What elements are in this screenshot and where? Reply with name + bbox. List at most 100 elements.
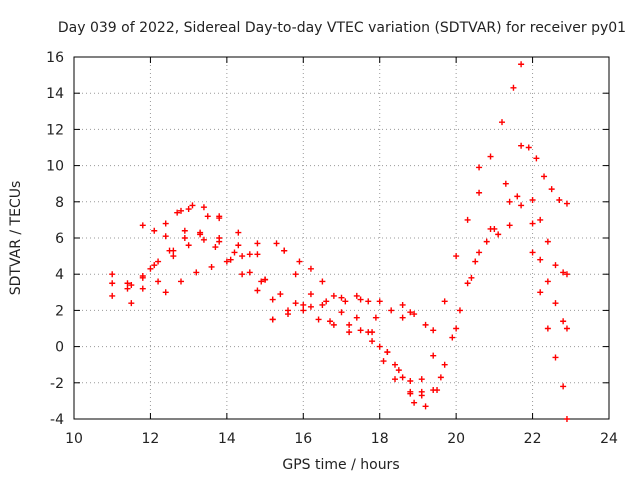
y-tick-label: 16 (46, 50, 64, 66)
x-tick-labels: 10 12 14 16 18 20 22 24 (65, 431, 618, 447)
data-point (239, 253, 246, 260)
data-point (109, 280, 116, 287)
data-point (147, 265, 154, 272)
data-point (338, 294, 345, 301)
data-point (174, 209, 181, 216)
data-point (430, 327, 437, 334)
data-point (353, 314, 360, 321)
data-point (422, 321, 429, 328)
data-point (189, 202, 196, 209)
data-point (357, 296, 364, 303)
x-tick-label: 14 (218, 431, 236, 447)
data-point (464, 280, 471, 287)
data-point (338, 309, 345, 316)
data-point (407, 309, 414, 316)
data-point (269, 296, 276, 303)
data-point (200, 236, 207, 243)
data-point (453, 253, 460, 260)
y-tick-label: -4 (50, 412, 64, 428)
data-point (506, 198, 513, 205)
data-point (529, 220, 536, 227)
data-point (399, 314, 406, 321)
data-point (277, 291, 284, 298)
data-point (499, 119, 505, 126)
series-track-11 (476, 61, 525, 196)
data-point (502, 180, 509, 187)
data-point (307, 265, 314, 272)
data-point (139, 274, 146, 281)
data-point (353, 292, 360, 299)
data-point (254, 240, 261, 247)
data-point (296, 258, 303, 265)
data-point (476, 189, 483, 196)
data-point (124, 280, 131, 287)
data-point (365, 298, 372, 305)
x-tick-label: 22 (524, 431, 542, 447)
data-point (319, 278, 326, 285)
data-point (216, 213, 223, 220)
x-tick-label: 20 (447, 431, 465, 447)
data-point (384, 349, 391, 356)
data-point (128, 300, 135, 307)
data-point (330, 292, 337, 299)
data-point (178, 278, 184, 285)
data-point (315, 316, 322, 323)
data-point (178, 207, 184, 214)
data-point (495, 231, 502, 238)
x-tick-label: 24 (600, 431, 618, 447)
data-point (411, 311, 418, 318)
x-tick-label: 12 (142, 431, 160, 447)
data-point (556, 196, 563, 203)
data-point (151, 227, 158, 234)
data-point (537, 256, 544, 263)
data-point (392, 361, 398, 368)
data-point (128, 282, 135, 289)
series-track-16 (529, 220, 570, 332)
data-point (307, 291, 314, 298)
series-track-15 (529, 196, 570, 278)
x-tick-label: 18 (371, 431, 389, 447)
y-tick-label: 2 (55, 303, 64, 319)
data-point (560, 269, 567, 276)
data-point (235, 242, 242, 249)
data-point (487, 225, 494, 232)
y-tick-label: 4 (55, 267, 64, 283)
data-point (246, 251, 253, 258)
data-point (346, 321, 353, 328)
series-track-17 (529, 249, 570, 422)
x-axis-label: GPS time / hours (282, 457, 399, 473)
data-point (544, 325, 551, 332)
data-point (254, 287, 261, 294)
data-point (181, 227, 188, 234)
data-point (223, 258, 230, 265)
y-tick-label: 14 (46, 86, 64, 102)
data-point (292, 300, 299, 307)
data-point (269, 316, 276, 323)
data-point (437, 374, 444, 381)
data-point (231, 249, 238, 256)
data-point (529, 249, 536, 256)
data-point (212, 244, 219, 251)
data-point (418, 392, 425, 399)
data-point (124, 285, 131, 292)
data-point (162, 220, 169, 227)
grid (74, 57, 609, 419)
data-point (518, 202, 525, 209)
data-point (537, 289, 544, 296)
data-point (139, 285, 146, 292)
data-point (273, 240, 280, 247)
data-point (388, 307, 395, 314)
y-tick-label: 8 (55, 195, 64, 211)
data-point (254, 251, 261, 258)
data-point (197, 229, 204, 236)
data-point (342, 298, 349, 305)
data-point (441, 361, 448, 368)
data-point (563, 200, 570, 207)
series-track-13 (162, 251, 261, 296)
data-point (449, 334, 456, 341)
data-point (430, 352, 437, 359)
data-point (346, 329, 353, 336)
data-point (376, 343, 383, 350)
data-point (430, 387, 437, 394)
